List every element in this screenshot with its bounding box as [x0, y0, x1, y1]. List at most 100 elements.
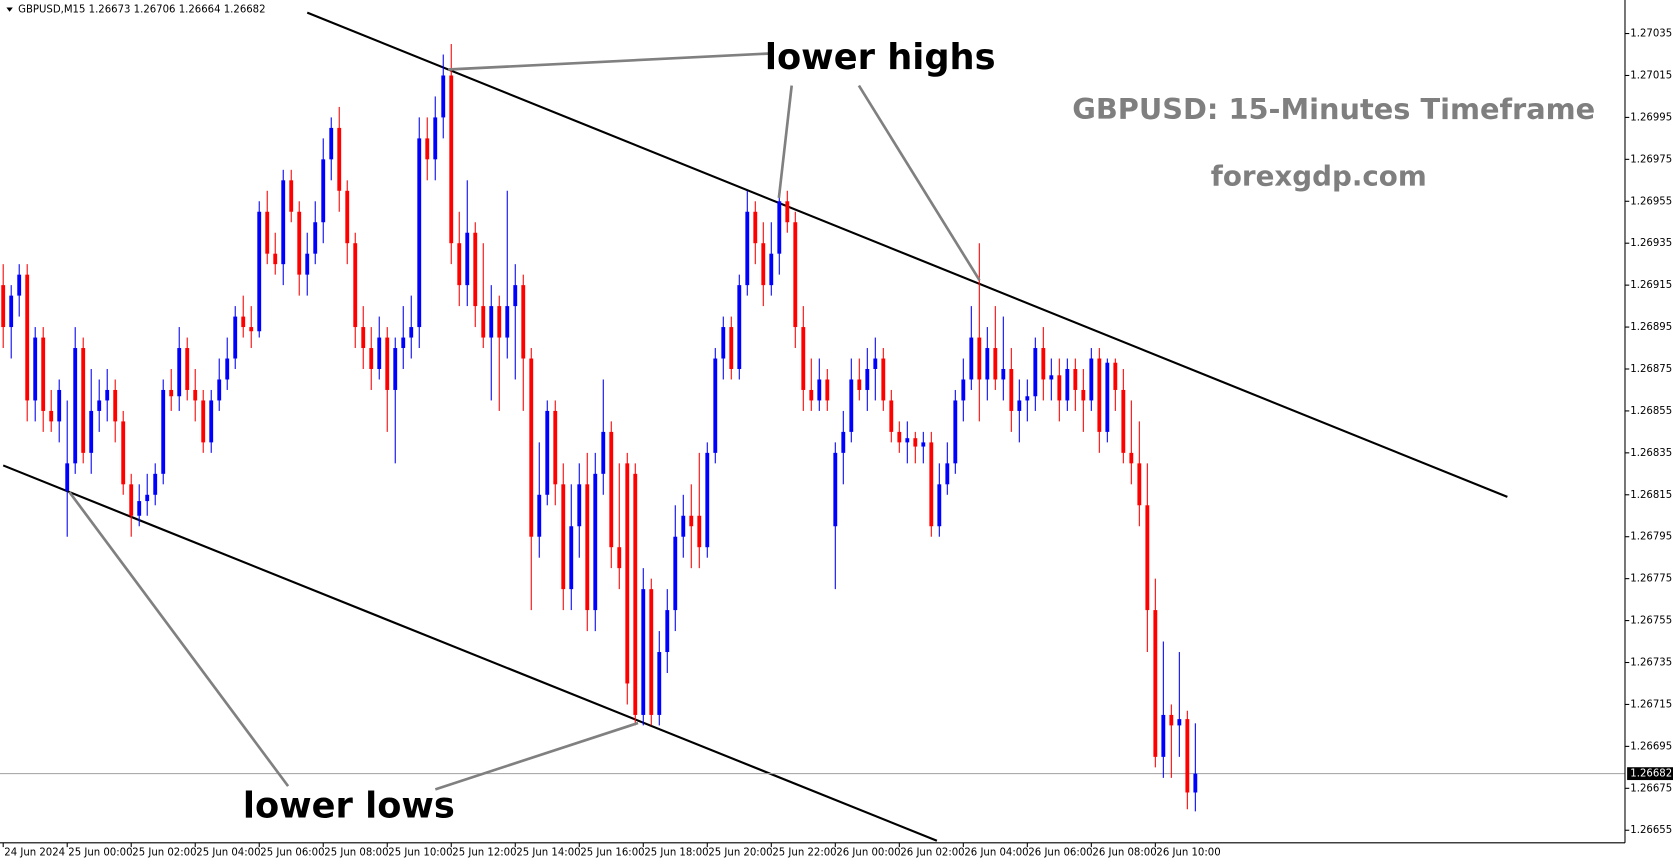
menu-arrow: [6, 7, 13, 12]
candle-body: [1153, 610, 1158, 757]
candle-body: [297, 211, 302, 275]
x-tick-label: 26 Jun 10:00: [1156, 847, 1220, 858]
candle-body: [1041, 348, 1046, 380]
candle-body: [1121, 389, 1126, 453]
candle-body: [1017, 400, 1022, 411]
candle-body: [529, 358, 534, 537]
candle-body: [1073, 368, 1078, 390]
candle-body: [633, 473, 638, 715]
candle-body: [329, 127, 334, 160]
candle-body: [177, 348, 182, 397]
candle-body: [497, 306, 502, 338]
candle-body: [249, 327, 254, 332]
candle-body: [345, 190, 350, 244]
candle-body: [73, 348, 78, 464]
x-tick-label: 26 Jun 04:00: [964, 847, 1028, 858]
candle-body: [137, 501, 142, 516]
candle-body: [1129, 452, 1134, 464]
candle-body: [1193, 773, 1198, 793]
x-tick-label: 26 Jun 02:00: [900, 847, 964, 858]
candle-body: [561, 484, 566, 590]
candle-body: [729, 327, 734, 369]
candle-body: [905, 438, 910, 443]
candle-body: [609, 431, 614, 548]
candle-body: [385, 337, 390, 390]
candle-body: [777, 201, 782, 254]
candle-body: [473, 232, 478, 307]
candle-body: [641, 589, 646, 715]
candle-body: [649, 589, 654, 715]
candle-body: [201, 400, 206, 443]
candle-body: [705, 452, 710, 548]
candle-body: [265, 211, 270, 254]
candle-body: [97, 400, 102, 411]
candle-body: [257, 211, 262, 332]
candle-body: [273, 253, 278, 265]
candle-body: [489, 306, 494, 338]
y-tick-label: 1.27035: [1630, 29, 1672, 40]
y-tick-label: 1.26815: [1630, 490, 1672, 501]
y-tick-label: 1.26835: [1630, 448, 1672, 459]
candle-body: [897, 431, 902, 443]
candle-body: [889, 400, 894, 432]
candle-body: [17, 274, 22, 296]
candle-body: [1185, 719, 1190, 793]
y-tick-label: 1.27015: [1630, 70, 1672, 81]
candle-body: [713, 358, 718, 453]
candle-body: [1049, 375, 1054, 380]
candle-body: [913, 438, 918, 447]
x-tick-label: 25 Jun 02:00: [132, 847, 196, 858]
candle-body: [849, 379, 854, 432]
candle-body: [665, 610, 670, 653]
candle-body: [241, 316, 246, 328]
candle-body: [49, 410, 54, 422]
candle-body: [145, 494, 150, 502]
y-tick-label: 1.26735: [1630, 658, 1672, 669]
candle-body: [225, 358, 230, 380]
candle-body: [545, 410, 550, 495]
annotation: lower lows: [243, 785, 455, 826]
candle-body: [697, 515, 702, 548]
candle-body: [721, 327, 726, 359]
candle-body: [401, 337, 406, 349]
candle-body: [281, 180, 286, 265]
candle-body: [1081, 389, 1086, 401]
candle-body: [537, 494, 542, 537]
candle-body: [57, 389, 62, 422]
candle-body: [465, 232, 470, 286]
candle-body: [1169, 714, 1174, 726]
x-tick-label: 25 Jun 14:00: [516, 847, 580, 858]
y-tick-label: 1.26855: [1630, 406, 1672, 417]
candle-body: [761, 243, 766, 286]
candle-body: [1145, 505, 1150, 611]
x-tick-label: 26 Jun 00:00: [836, 847, 900, 858]
candle-body: [1137, 463, 1142, 506]
candle-body: [161, 389, 166, 474]
trend-line: [2, 464, 938, 842]
x-tick-label: 25 Jun 10:00: [388, 847, 452, 858]
candle-body: [169, 389, 174, 397]
candle-body: [417, 138, 422, 328]
candle-body: [945, 463, 950, 485]
x-tick-label: 25 Jun 00:00: [68, 847, 132, 858]
y-tick-label: 1.26875: [1630, 364, 1672, 375]
candle-body: [289, 180, 294, 212]
candle-body: [801, 327, 806, 390]
pointer-line: [434, 721, 639, 791]
candle-body: [105, 389, 110, 401]
candle-body: [505, 306, 510, 338]
candle-body: [1033, 348, 1038, 397]
candle-body: [305, 253, 310, 275]
candle-body: [745, 211, 750, 286]
candle-body: [1089, 358, 1094, 401]
x-tick-label: 25 Jun 04:00: [196, 847, 260, 858]
candle-body: [985, 348, 990, 380]
candle-body: [449, 75, 454, 244]
y-tick-label: 1.26895: [1630, 322, 1672, 333]
x-tick-label: 25 Jun 08:00: [324, 847, 388, 858]
y-tick-label: 1.26715: [1630, 699, 1672, 710]
candle-body: [737, 285, 742, 369]
candle-body: [825, 379, 830, 401]
candle-body: [393, 348, 398, 390]
candle-body: [9, 295, 14, 328]
